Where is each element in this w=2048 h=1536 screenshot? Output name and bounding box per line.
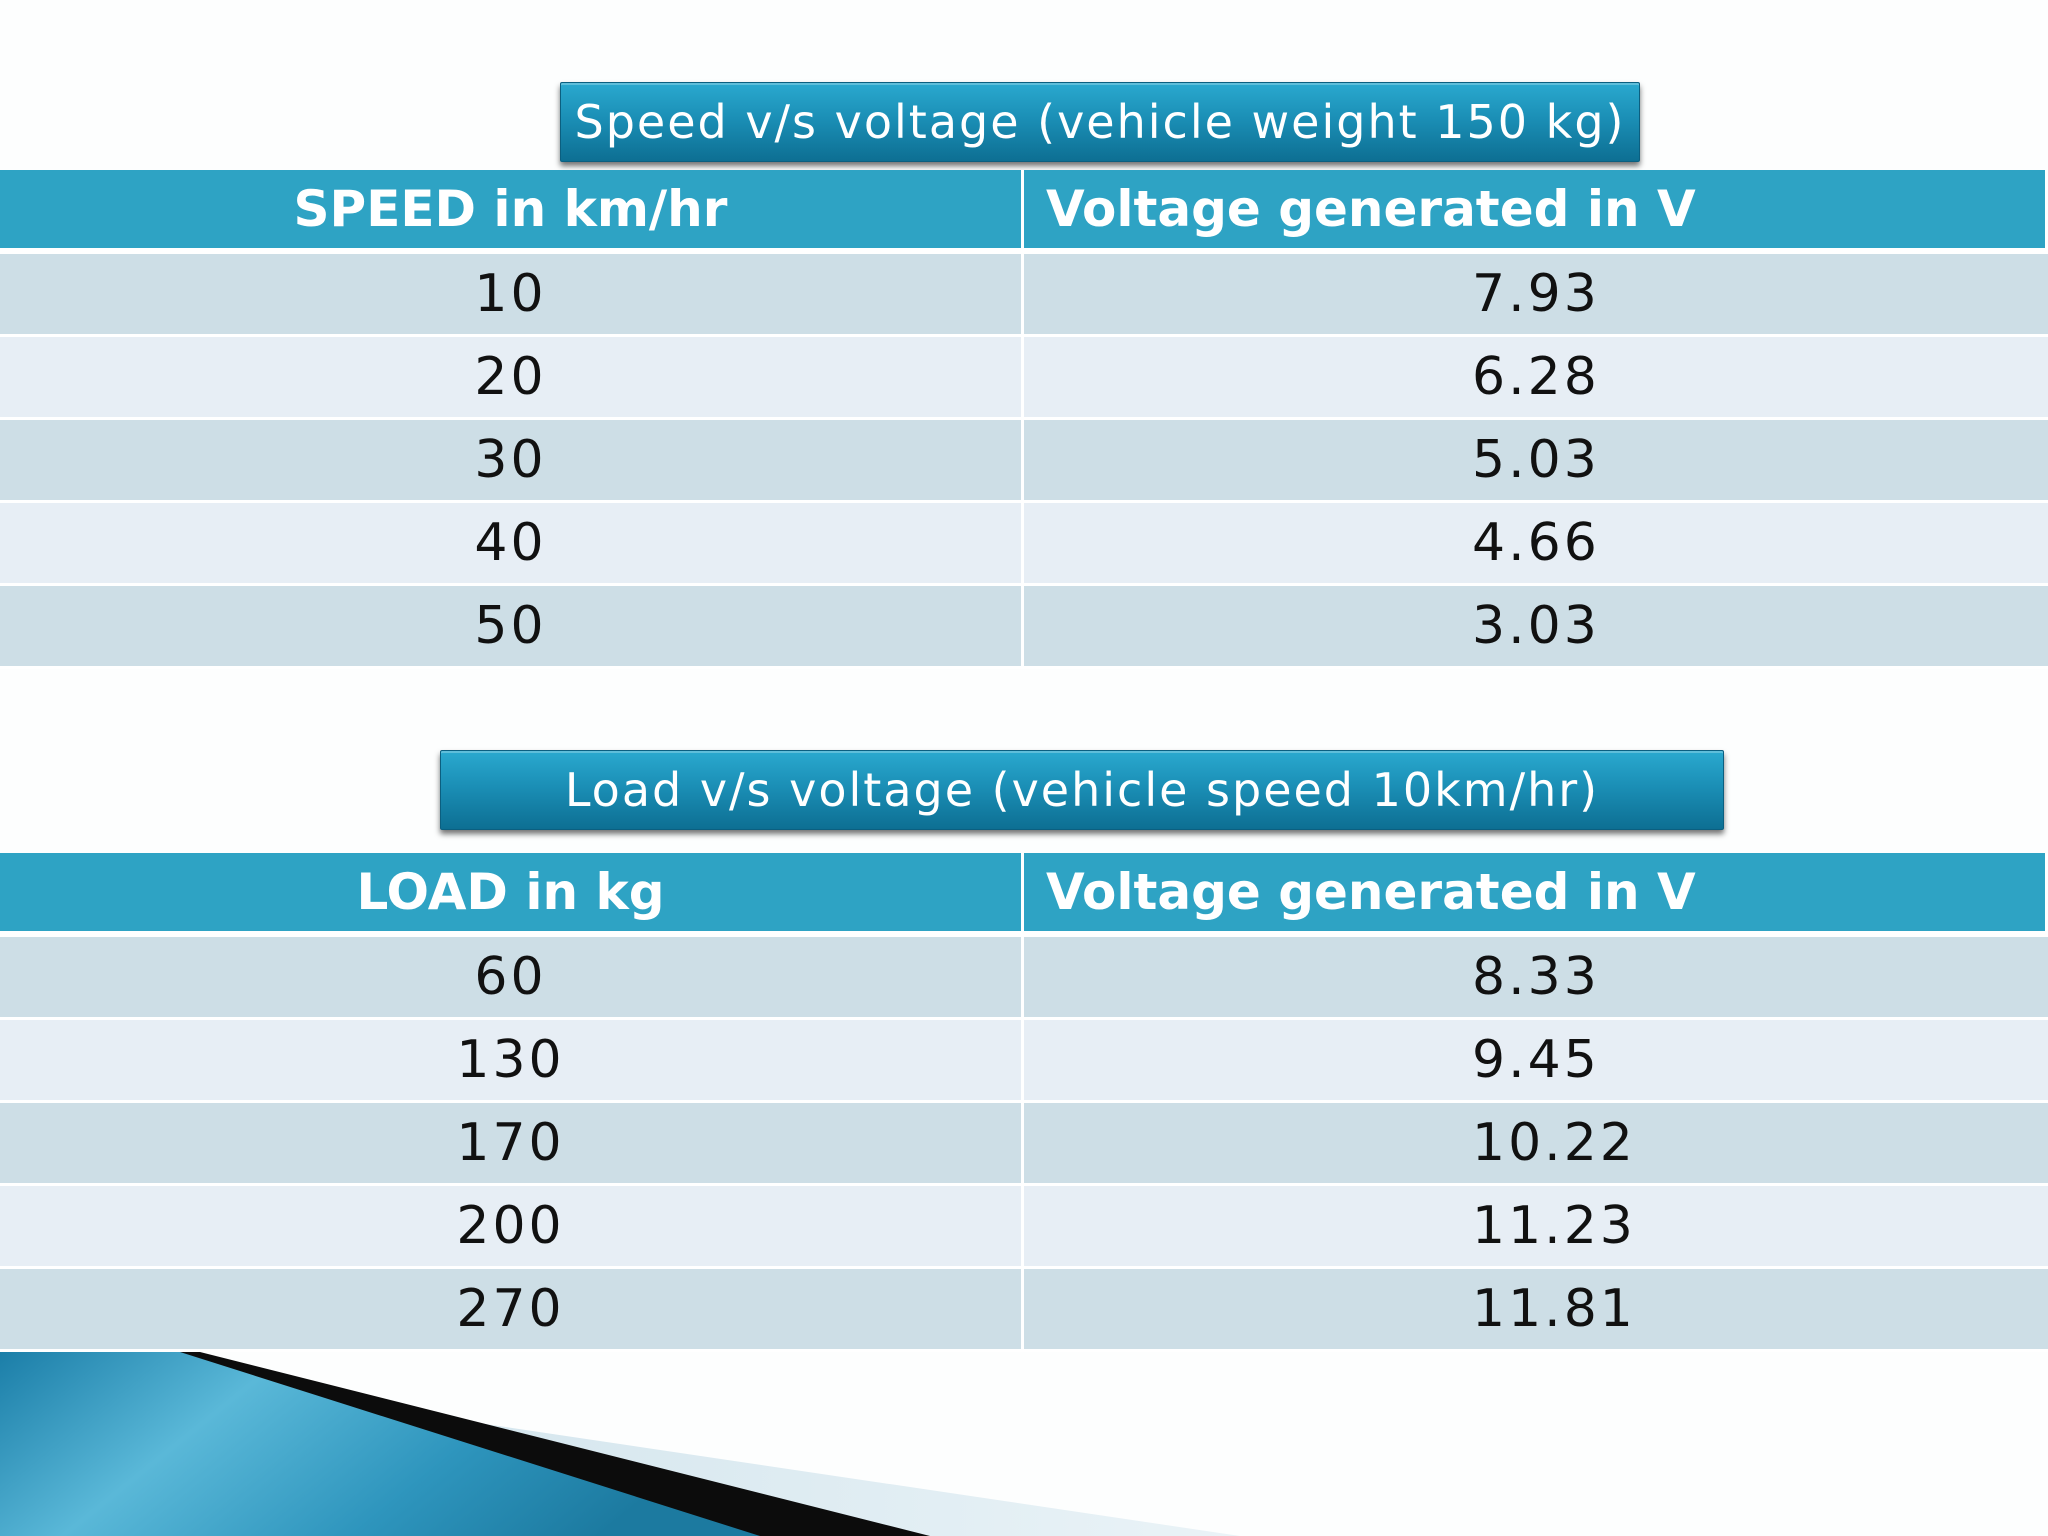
load-voltage-table: LOAD in kg Voltage generated in V 60 8.3… — [0, 853, 2048, 1352]
speed-cell: 40 — [0, 503, 1024, 586]
speed-cell: 50 — [0, 586, 1024, 669]
table-row: 50 3.03 — [0, 586, 2048, 669]
table-row: 30 5.03 — [0, 420, 2048, 503]
voltage-cell: 7.93 — [1024, 254, 2048, 337]
table-row: 270 11.81 — [0, 1269, 2048, 1352]
load-column-header: LOAD in kg — [0, 853, 1024, 937]
voltage-cell: 6.28 — [1024, 337, 2048, 420]
load-table-title-banner: Load v/s voltage (vehicle speed 10km/hr) — [440, 750, 1724, 830]
voltage-cell: 4.66 — [1024, 503, 2048, 586]
speed-cell: 30 — [0, 420, 1024, 503]
load-cell: 200 — [0, 1186, 1024, 1269]
table-row: 40 4.66 — [0, 503, 2048, 586]
speed-cell: 10 — [0, 254, 1024, 337]
speed-column-header: SPEED in km/hr — [0, 170, 1024, 254]
load-cell: 60 — [0, 937, 1024, 1020]
voltage-column-header: Voltage generated in V — [1024, 853, 2048, 937]
table-row: 60 8.33 — [0, 937, 2048, 1020]
voltage-cell: 9.45 — [1024, 1020, 2048, 1103]
table-row: 170 10.22 — [0, 1103, 2048, 1186]
voltage-column-header: Voltage generated in V — [1024, 170, 2048, 254]
table-header-row: SPEED in km/hr Voltage generated in V — [0, 170, 2048, 254]
table-row: 20 6.28 — [0, 337, 2048, 420]
load-cell: 270 — [0, 1269, 1024, 1352]
table-row: 130 9.45 — [0, 1020, 2048, 1103]
decorative-corner-swoosh — [0, 1352, 1240, 1536]
speed-table-title-banner: Speed v/s voltage (vehicle weight 150 kg… — [560, 82, 1640, 162]
voltage-cell: 3.03 — [1024, 586, 2048, 669]
speed-cell: 20 — [0, 337, 1024, 420]
speed-voltage-table: SPEED in km/hr Voltage generated in V 10… — [0, 170, 2048, 669]
voltage-cell: 5.03 — [1024, 420, 2048, 503]
voltage-cell: 11.23 — [1024, 1186, 2048, 1269]
voltage-cell: 11.81 — [1024, 1269, 2048, 1352]
table-header-row: LOAD in kg Voltage generated in V — [0, 853, 2048, 937]
load-cell: 170 — [0, 1103, 1024, 1186]
voltage-cell: 10.22 — [1024, 1103, 2048, 1186]
table-row: 200 11.23 — [0, 1186, 2048, 1269]
voltage-cell: 8.33 — [1024, 937, 2048, 1020]
load-cell: 130 — [0, 1020, 1024, 1103]
table-row: 10 7.93 — [0, 254, 2048, 337]
